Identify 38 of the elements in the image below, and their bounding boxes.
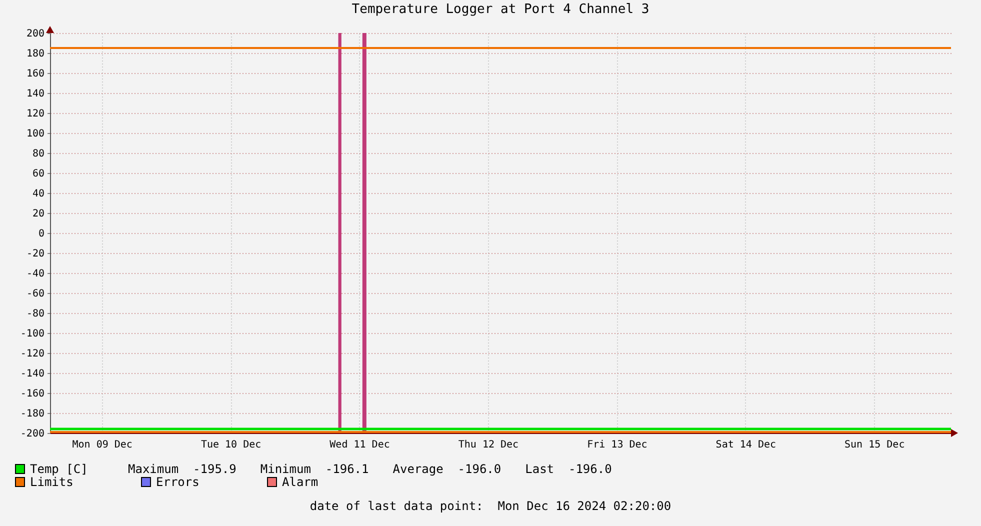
- y-tick-label: -60: [26, 288, 44, 300]
- y-tick-label: -140: [20, 368, 44, 380]
- chart-title: Temperature Logger at Port 4 Channel 3: [352, 2, 650, 17]
- text: Maximum -195.9: [128, 462, 236, 476]
- y-tick-label: -180: [20, 408, 44, 420]
- x-tick-label: Fri 13 Dec: [587, 440, 648, 450]
- y-tick-label: 20: [32, 208, 44, 220]
- y-tick-label: 140: [26, 88, 44, 100]
- x-tick-label: Sat 14 Dec: [716, 440, 776, 450]
- text: Last -196.0: [525, 462, 612, 476]
- text: Average -196.0: [392, 462, 502, 476]
- x-tick-label: Thu 12 Dec: [458, 440, 519, 450]
- y-tick-label: 120: [26, 108, 44, 120]
- legend-label: Limits: [30, 474, 74, 488]
- y-tick-label: 60: [32, 168, 44, 180]
- y-tick-label: -160: [20, 388, 44, 400]
- y-tick-label: 200: [26, 28, 44, 40]
- y-tick-label: 80: [32, 148, 44, 160]
- y-tick-label: -20: [26, 248, 44, 260]
- y-tick-label: -200: [20, 428, 44, 440]
- y-tick-label: -100: [20, 328, 44, 340]
- text: Minimum -196.1: [260, 462, 369, 476]
- y-tick-label: 100: [26, 128, 44, 140]
- legend-label: Temp [C]: [30, 462, 88, 476]
- legend-label: Alarm: [282, 474, 318, 488]
- x-tick-label: Tue 10 Dec: [200, 440, 262, 450]
- x-tick-label: Wed 11 Dec: [330, 440, 390, 450]
- text: date of last data point: Mon Dec 16 2024 02:20:00: [308, 499, 672, 513]
- y-tick-label: -80: [26, 308, 44, 320]
- y-tick-label: 40: [32, 188, 44, 200]
- y-tick-label: -40: [26, 268, 44, 280]
- x-tick-label: Sun 15 Dec: [844, 440, 905, 450]
- y-tick-label: -120: [20, 348, 44, 360]
- y-tick-label: 160: [26, 68, 44, 80]
- y-tick-label: 180: [26, 48, 44, 60]
- x-tick-label: Mon 09 Dec: [72, 440, 132, 450]
- legend-label: Errors: [156, 474, 200, 488]
- y-tick-label: 0: [38, 228, 44, 240]
